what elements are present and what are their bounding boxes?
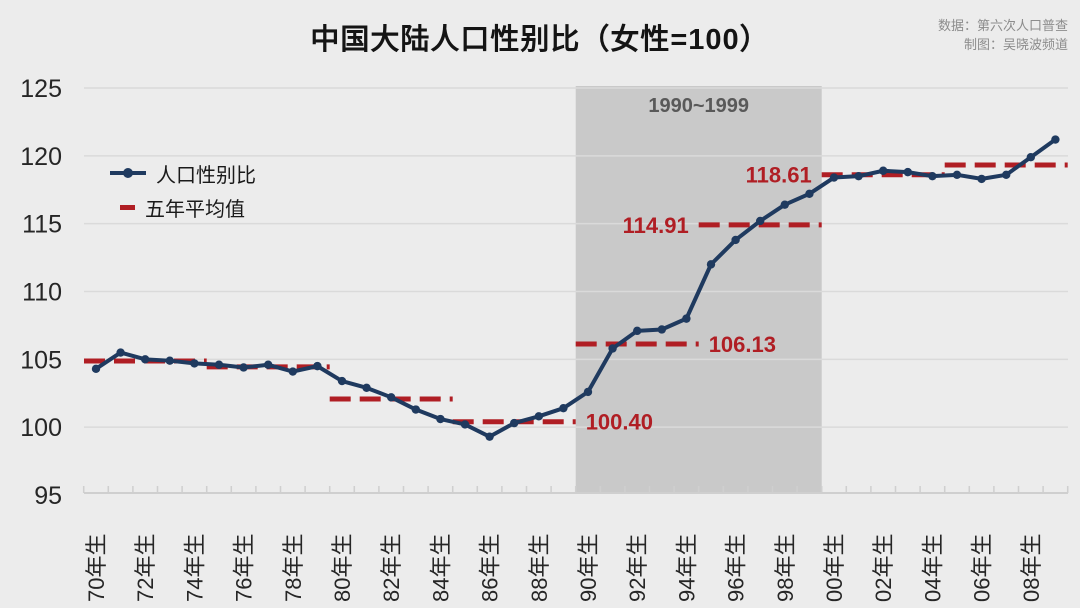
data-point-2007: [1002, 170, 1011, 180]
data-point-1973: [165, 356, 174, 365]
data-point-2000: [829, 173, 839, 182]
average-dash-swatch: [120, 204, 135, 210]
data-point-1996: [731, 235, 740, 245]
data-point-1977: [264, 360, 273, 369]
data-point-1993: [657, 325, 666, 334]
avg-value-label-1990-1994: 106.13: [709, 332, 776, 357]
x-axis-label-80: 80年生: [330, 534, 355, 602]
data-point-1999: [805, 189, 814, 199]
y-axis-label-120: 120: [20, 143, 62, 171]
x-axis-label-98: 98年生: [773, 534, 798, 602]
data-point-1984: [436, 414, 445, 424]
data-point-1997: [756, 216, 765, 226]
x-axis-label-00: 00年生: [822, 534, 847, 602]
data-point-2002: [879, 166, 888, 175]
y-axis-label-110: 110: [22, 279, 62, 307]
credits: 数据：第六次人口普查 制图：吴晓波频道: [938, 16, 1068, 54]
x-axis-label-70: 70年生: [84, 534, 109, 602]
sex-ratio-line: [94, 137, 1058, 439]
data-point-2006: [977, 174, 986, 184]
x-axis-label-72: 72年生: [133, 534, 158, 602]
x-axis-label-78: 78年生: [281, 534, 306, 602]
x-axis-label-90: 90年生: [576, 534, 601, 602]
data-point-1994: [682, 314, 691, 323]
data-point-1985: [460, 420, 470, 429]
data-point-2003: [903, 167, 912, 177]
legend-item-series: 人口性别比: [110, 156, 256, 190]
data-point-1979: [313, 361, 322, 371]
highlight-band-label: 1990~1999: [648, 95, 749, 117]
legend-series-label: 人口性别比: [156, 164, 256, 187]
data-point-1975: [214, 360, 224, 369]
data-point-2009: [1051, 135, 1060, 144]
series-marker-icon: [123, 168, 133, 178]
credit-author: 制图：吴晓波频道: [963, 37, 1068, 52]
data-point-2005: [952, 170, 962, 180]
x-axis-label-86: 86年生: [478, 534, 503, 602]
data-point-1983: [411, 405, 420, 414]
y-axis-label-125: 125: [20, 75, 62, 103]
avg-value-label-2000-2004: 118.61: [746, 163, 812, 188]
y-axis-label-100: 100: [20, 414, 62, 442]
y-axis-label-105: 105: [20, 346, 62, 374]
x-axis-label-74: 74年生: [182, 534, 207, 602]
avg-value-label-1995-1999: 114.91: [623, 213, 689, 238]
x-axis-label-04: 04年生: [920, 534, 945, 602]
chart-title: 中国大陆人口性别比（女性=100）: [310, 24, 770, 56]
data-point-1972: [141, 355, 150, 364]
data-point-1989: [559, 403, 568, 413]
data-point-1986: [485, 432, 494, 441]
data-point-1980: [337, 376, 347, 386]
x-axis-label-06: 06年生: [970, 534, 995, 602]
data-point-1991: [608, 344, 617, 353]
legend: 人口性别比 五年平均值: [110, 156, 256, 224]
data-point-2008: [1026, 152, 1036, 162]
y-axis-label-95: 95: [34, 482, 62, 510]
data-point-1990: [583, 387, 593, 397]
credit-data-source: 数据：第六次人口普查: [937, 18, 1068, 33]
legend-item-average: 五年平均值: [110, 190, 256, 224]
data-point-1988: [534, 412, 543, 421]
x-axis-label-76: 76年生: [232, 534, 257, 602]
data-point-1992: [633, 326, 642, 336]
data-point-1982: [387, 393, 396, 402]
x-axis-label-94: 94年生: [674, 534, 699, 602]
x-axis-label-08: 08年生: [1019, 534, 1044, 602]
data-point-1970: [91, 364, 101, 374]
x-axis-label-92: 92年生: [625, 534, 650, 602]
data-point-1998: [780, 200, 789, 209]
x-axis-label-82: 82年生: [379, 534, 404, 602]
data-point-2001: [854, 171, 863, 181]
x-axis-label-96: 96年生: [724, 534, 749, 602]
x-axis-label-02: 02年生: [871, 534, 896, 602]
avg-value-label-1985-1989: 100.40: [586, 410, 653, 435]
x-axis-label-84: 84年生: [428, 534, 453, 602]
y-axis-label-115: 115: [22, 211, 62, 239]
data-point-1981: [362, 383, 371, 393]
data-point-1976: [239, 363, 248, 372]
data-point-1971: [116, 348, 125, 357]
data-point-2004: [928, 171, 937, 181]
series-line-swatch: [110, 168, 146, 178]
data-point-1987: [510, 418, 519, 428]
data-point-1978: [288, 367, 297, 376]
data-point-1974: [190, 359, 199, 368]
data-point-1995: [706, 260, 716, 269]
x-axis-label-88: 88年生: [527, 534, 552, 602]
legend-average-label: 五年平均值: [145, 198, 245, 221]
